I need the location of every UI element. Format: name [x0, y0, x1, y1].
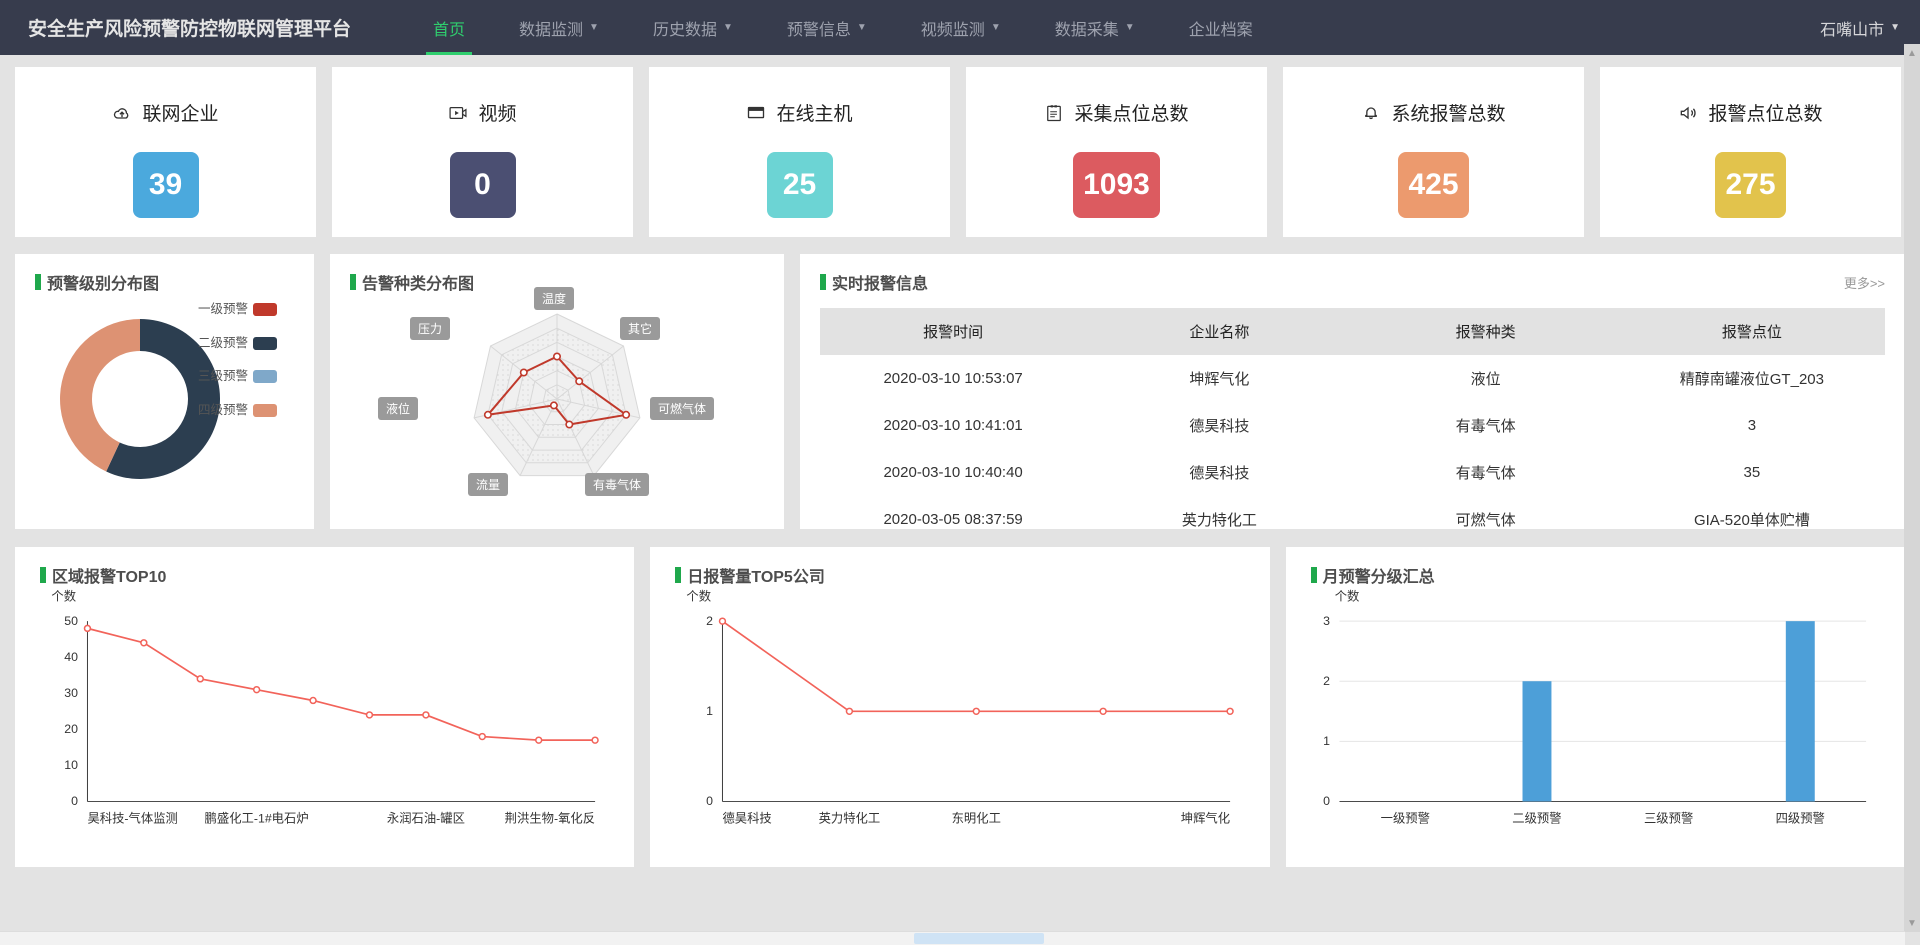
svg-text:英力特化工: 英力特化工: [819, 810, 881, 825]
svg-text:40: 40: [64, 650, 78, 664]
svg-text:20: 20: [64, 722, 78, 736]
svg-text:东明化工: 东明化工: [952, 811, 1001, 825]
svg-text:一级预警: 一级预警: [1380, 810, 1429, 825]
svg-text:个数: 个数: [687, 588, 712, 603]
svg-text:坤辉气化: 坤辉气化: [1181, 810, 1230, 825]
svg-text:德昊科技: 德昊科技: [723, 810, 772, 825]
svg-text:0: 0: [71, 794, 78, 808]
svg-text:3: 3: [1323, 614, 1330, 628]
svg-text:1: 1: [706, 704, 713, 718]
svg-text:1: 1: [1323, 734, 1330, 748]
svg-text:三级预警: 三级预警: [1644, 810, 1693, 825]
svg-text:10: 10: [64, 758, 78, 772]
svg-text:鹏盛化工-1#电石炉: 鹏盛化工-1#电石炉: [205, 810, 309, 825]
svg-text:0: 0: [1323, 794, 1330, 808]
svg-text:二级预警: 二级预警: [1512, 810, 1561, 825]
svg-text:2: 2: [706, 614, 713, 628]
svg-text:0: 0: [706, 794, 713, 808]
svg-text:个数: 个数: [1334, 588, 1359, 603]
svg-text:四级预警: 四级预警: [1775, 810, 1824, 825]
svg-text:2: 2: [1323, 674, 1330, 688]
svg-text:个数: 个数: [51, 588, 76, 603]
svg-text:昊科技-气体监测: 昊科技-气体监测: [87, 810, 177, 825]
svg-text:30: 30: [64, 686, 78, 700]
svg-text:永润石油-罐区: 永润石油-罐区: [387, 811, 465, 825]
svg-text:荆洪生物-氧化反: 荆洪生物-氧化反: [505, 811, 595, 825]
svg-text:50: 50: [64, 614, 78, 628]
